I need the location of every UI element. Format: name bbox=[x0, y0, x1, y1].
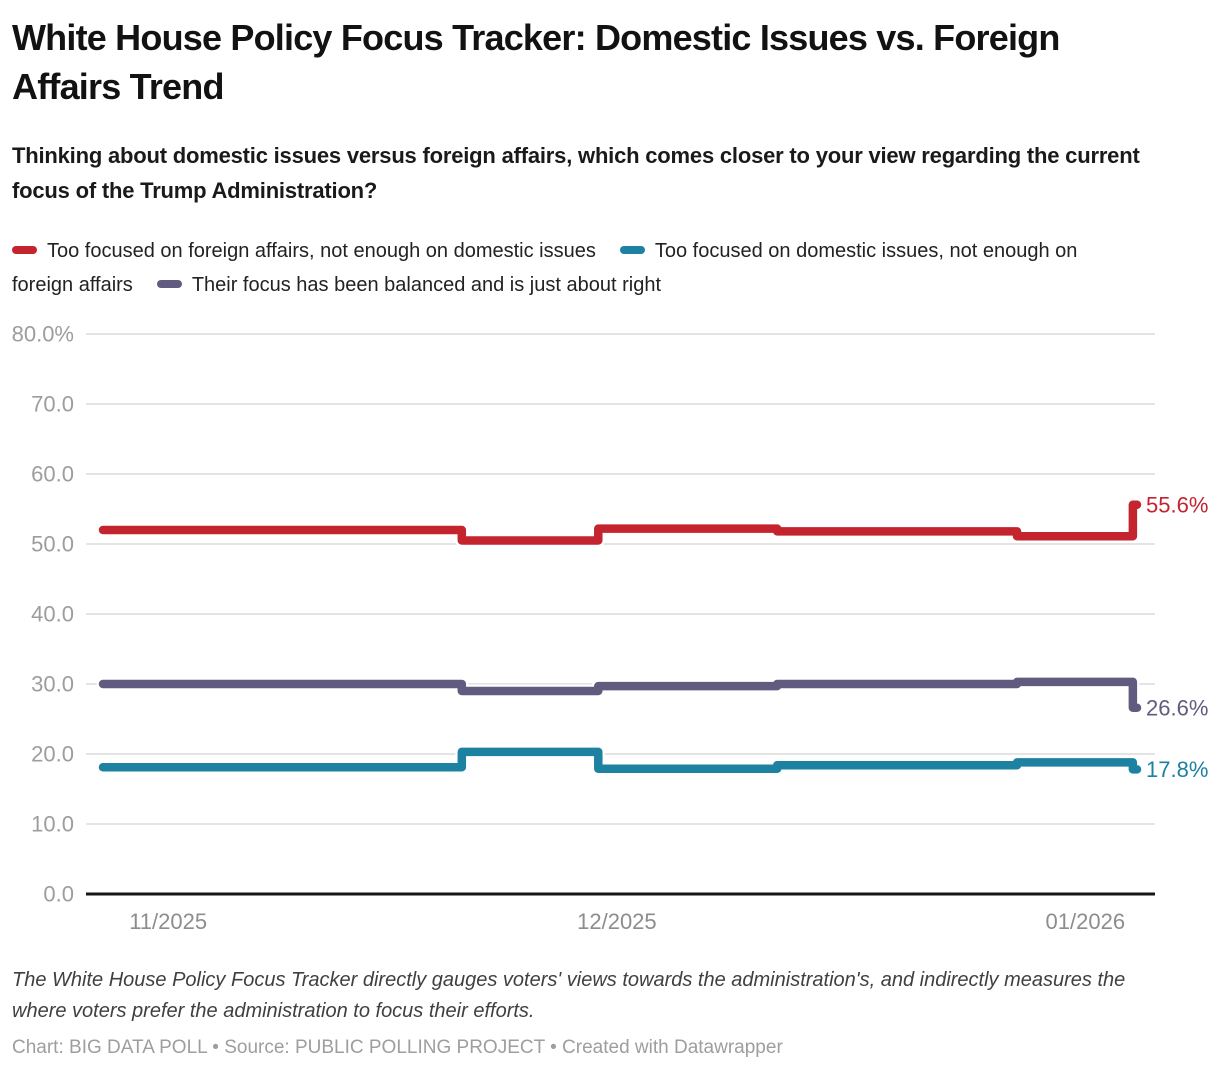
series-line-0 bbox=[98, 500, 1142, 546]
chart-question: Thinking about domestic issues versus fo… bbox=[12, 142, 1140, 204]
page-title: White House Policy Focus Tracker: Domest… bbox=[12, 17, 1060, 107]
y-axis-label: 20.0 bbox=[31, 742, 74, 767]
legend-label: Their focus has been balanced and is jus… bbox=[191, 274, 662, 297]
series-end-value-label: 55.6% bbox=[1146, 493, 1208, 518]
legend-label: Too focused on domestic issues, not enou… bbox=[12, 240, 1078, 297]
y-axis-label: 60.0 bbox=[31, 462, 74, 487]
legend-swatch-icon bbox=[619, 246, 645, 254]
legend-swatch-icon bbox=[12, 246, 37, 254]
legend-item-0: Too focused on foreign affairs, not enou… bbox=[12, 240, 596, 262]
y-axis-label: 80.0% bbox=[12, 322, 74, 347]
legend-item-2: Their focus has been balanced and is jus… bbox=[156, 274, 662, 297]
series-line-1 bbox=[98, 747, 1142, 774]
legend: Too focused on foreign affairs, not enou… bbox=[12, 234, 1112, 302]
y-axis-label: 70.0 bbox=[31, 392, 74, 417]
y-axis-label: 50.0 bbox=[31, 532, 74, 557]
series-line-2 bbox=[98, 677, 1142, 713]
chart-footnote: The White House Policy Focus Tracker dir… bbox=[12, 969, 1126, 1023]
chart-area: 80.0% 70.0 60.0 50.0 40.0 30.0 20.0 10.0 0.0 11/2… bbox=[12, 312, 1208, 949]
chart-credit: Chart: BIG DATA POLL • Source: PUBLIC PO… bbox=[12, 1037, 783, 1059]
legend-swatch-icon bbox=[156, 280, 182, 288]
chart-card: White House Policy Focus Tracker: Domest… bbox=[0, 14, 1220, 1059]
y-axis-label: 0.0 bbox=[43, 882, 74, 907]
y-axis-label: 10.0 bbox=[31, 812, 74, 837]
legend-label: Too focused on foreign affairs, not enou… bbox=[47, 240, 596, 263]
series-end-value-label: 17.8% bbox=[1146, 757, 1208, 782]
x-axis-label: 01/2026 bbox=[1046, 909, 1126, 934]
y-axis-label: 30.0 bbox=[31, 672, 74, 697]
legend-item-1: Too focused on domestic issues, not enou… bbox=[12, 240, 1077, 296]
y-axis-label: 40.0 bbox=[31, 602, 74, 627]
step-line-chart: 80.0% 70.0 60.0 50.0 40.0 30.0 20.0 10.0 0.0 11/2… bbox=[12, 322, 1208, 935]
x-axis-label: 12/2025 bbox=[577, 909, 657, 934]
x-axis-label: 11/2025 bbox=[129, 909, 207, 934]
series-end-value-label: 26.6% bbox=[1146, 696, 1208, 721]
